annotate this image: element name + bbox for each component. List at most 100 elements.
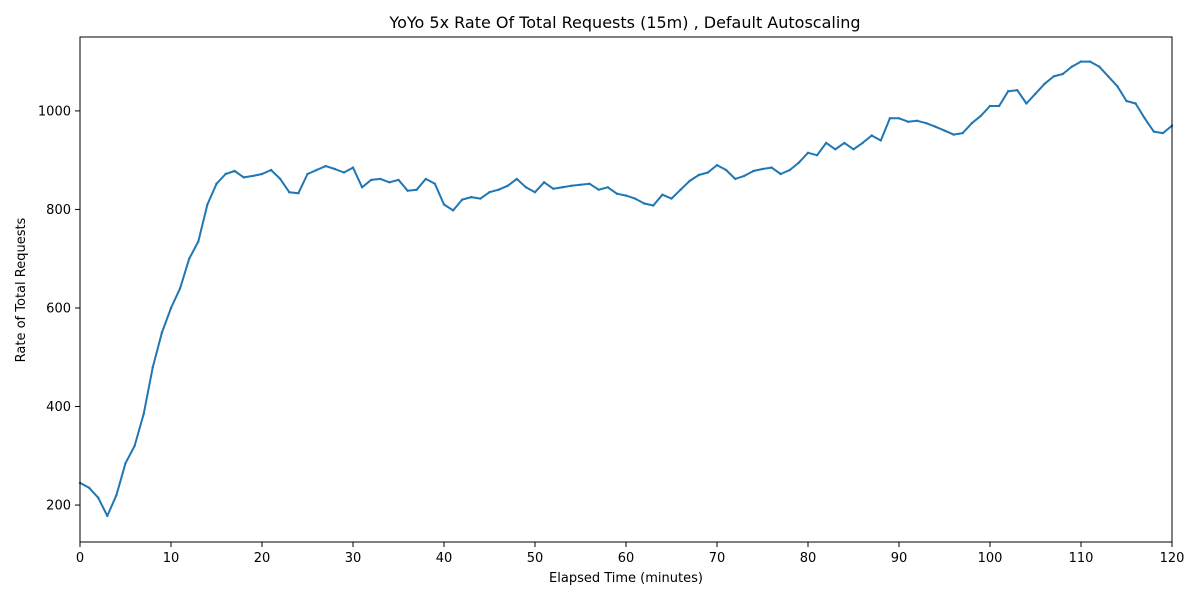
data-point [251, 174, 255, 178]
y-tick-label: 200 [46, 499, 71, 514]
y-tick-label: 600 [46, 301, 71, 316]
data-point [579, 183, 582, 186]
data-point [351, 166, 355, 169]
x-tick-label: 100 [978, 551, 1003, 566]
data-point [106, 514, 109, 518]
data-point [570, 184, 573, 187]
data-point [406, 189, 409, 192]
x-tick-label: 80 [800, 551, 817, 566]
x-tick-label: 70 [709, 551, 726, 566]
data-point [906, 120, 910, 123]
x-tick-label: 30 [345, 551, 362, 566]
data-point [761, 167, 764, 171]
data-point [470, 195, 473, 199]
data-point [806, 151, 810, 154]
data-point [215, 182, 218, 185]
data-point [533, 191, 537, 194]
data-point [451, 209, 455, 212]
data-point [852, 148, 855, 151]
data-point [624, 194, 628, 197]
x-tick-label: 60 [618, 551, 635, 566]
data-point [87, 486, 91, 489]
data-point [1034, 92, 1037, 95]
data-point [1052, 75, 1055, 78]
data-point [224, 172, 227, 176]
data-point [324, 164, 327, 168]
data-point [633, 197, 637, 200]
data-point [260, 172, 264, 176]
data-point [788, 168, 791, 172]
data-point [770, 166, 773, 169]
data-point [997, 104, 1001, 108]
data-point [934, 125, 937, 128]
x-tick-label: 50 [527, 551, 544, 566]
data-point [342, 171, 346, 174]
chart-title: YoYo 5x Rate Of Total Requests (15m) , D… [388, 13, 860, 32]
data-point [370, 178, 373, 182]
data-point [724, 168, 728, 172]
y-axis-label: Rate of Total Requests [14, 217, 29, 362]
data-point [734, 177, 737, 181]
data-point [197, 240, 200, 243]
data-point [961, 131, 964, 135]
data-point [178, 287, 182, 290]
data-point [279, 177, 282, 181]
data-point [169, 306, 173, 310]
data-point [1070, 65, 1074, 68]
data-point [925, 122, 928, 125]
data-point [843, 141, 846, 145]
data-point [670, 197, 673, 200]
data-point [497, 188, 500, 191]
data-point [1088, 60, 1092, 63]
data-point [897, 117, 901, 120]
y-tick-label: 400 [46, 400, 71, 415]
data-point [424, 177, 427, 181]
x-axis: 0 10 20 30 40 50 60 70 80 90 100 110 120 [76, 542, 1184, 566]
x-tick-label: 90 [891, 551, 908, 566]
data-point [515, 177, 518, 181]
data-point [542, 181, 546, 184]
data-point [1143, 117, 1146, 120]
data-point [360, 186, 364, 189]
data-point [461, 198, 464, 201]
x-tick-label: 110 [1069, 551, 1094, 566]
data-point [206, 203, 209, 206]
data-point [269, 168, 273, 172]
data-point [1007, 90, 1010, 93]
data-point [97, 496, 100, 499]
data-point [797, 161, 801, 164]
data-point [552, 187, 555, 190]
data-point [1016, 89, 1019, 92]
data-point [115, 494, 118, 497]
x-tick-label: 20 [254, 551, 271, 566]
data-point [506, 184, 509, 187]
data-point [433, 182, 437, 185]
data-point [1061, 72, 1065, 76]
data-point [160, 331, 164, 334]
data-point [588, 182, 591, 185]
x-axis-label: Elapsed Time (minutes) [549, 571, 703, 586]
data-point [870, 134, 873, 137]
data-point [861, 141, 864, 145]
data-point [397, 178, 400, 182]
data-point [379, 177, 382, 181]
x-tick-label: 10 [163, 551, 180, 566]
data-point [652, 204, 655, 207]
data-point [752, 169, 755, 173]
data-point [233, 169, 236, 173]
data-point [1116, 85, 1119, 88]
plot-area [78, 60, 1174, 518]
data-point [479, 197, 482, 200]
data-point [561, 186, 564, 189]
data-point [615, 192, 619, 195]
data-point [661, 193, 664, 196]
series-line [79, 60, 1173, 517]
data-point [315, 168, 318, 172]
data-point [779, 172, 782, 176]
data-point [1025, 102, 1028, 105]
data-point [815, 154, 819, 157]
data-point [825, 141, 828, 145]
data-point [879, 139, 882, 142]
data-point [124, 462, 127, 465]
